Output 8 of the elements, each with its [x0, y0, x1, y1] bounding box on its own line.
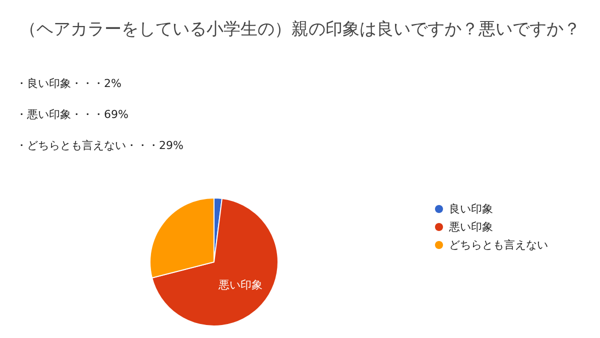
legend-label: 良い印象: [449, 202, 493, 216]
text: ・どちらとも言えない・・・29%: [16, 139, 184, 152]
legend-label: 悪い印象: [448, 220, 493, 234]
legend-label: どちらとも言えない: [449, 238, 548, 252]
text: ・悪い印象・・・69%: [16, 108, 128, 121]
chart-title: （ヘアカラーをしている小学生の）親の印象は良いですか？悪いですか？: [20, 20, 580, 40]
text: ・良い印象・・・2%: [16, 77, 122, 90]
slice-label: 悪い印象: [217, 278, 262, 292]
